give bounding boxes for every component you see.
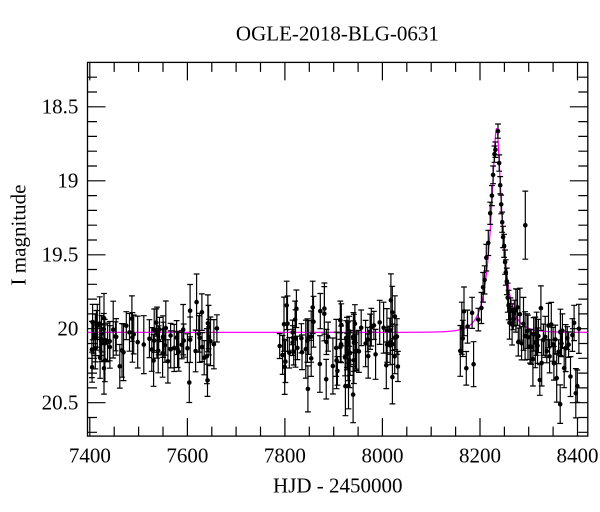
svg-text:20.5: 20.5: [42, 390, 79, 414]
svg-text:8200: 8200: [459, 444, 501, 468]
svg-text:7600: 7600: [166, 444, 208, 468]
svg-text:HJD - 2450000: HJD - 2450000: [273, 474, 403, 498]
svg-text:7400: 7400: [69, 444, 111, 468]
svg-text:18.5: 18.5: [42, 94, 79, 118]
svg-text:19.5: 19.5: [42, 242, 79, 266]
svg-text:19: 19: [57, 168, 78, 192]
svg-text:20: 20: [57, 316, 78, 340]
svg-text:8000: 8000: [361, 444, 403, 468]
svg-text:I magnitude: I magnitude: [7, 185, 31, 286]
svg-text:8400: 8400: [557, 444, 599, 468]
svg-text:OGLE-2018-BLG-0631: OGLE-2018-BLG-0631: [236, 22, 439, 46]
svg-text:7800: 7800: [264, 444, 306, 468]
